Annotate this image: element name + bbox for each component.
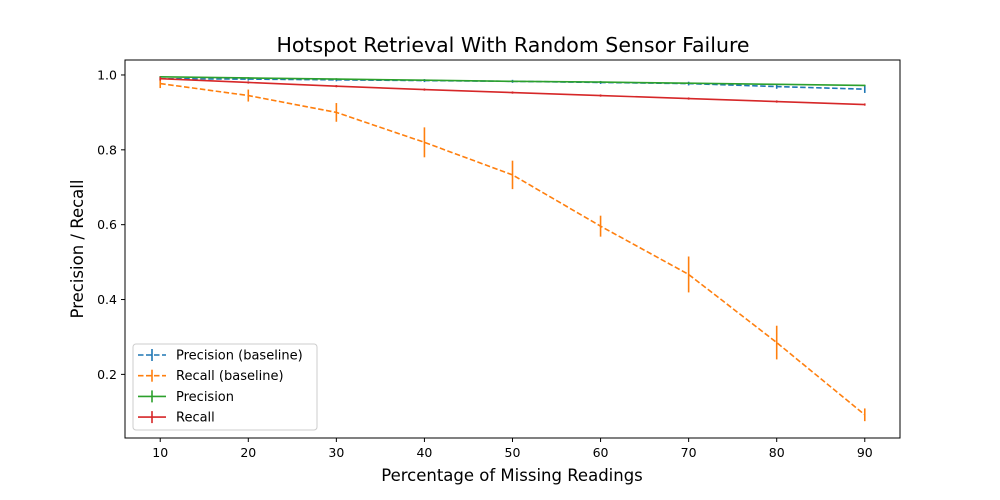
y-tick-label: 0.6 [97,217,117,232]
legend-box [132,343,318,431]
chart-title: Hotspot Retrieval With Random Sensor Fai… [276,33,749,57]
x-tick-label: 30 [328,445,344,460]
x-tick-label: 40 [416,445,432,460]
x-tick-label: 60 [593,445,609,460]
x-tick-label: 80 [769,445,785,460]
x-tick-label: 20 [240,445,256,460]
y-tick-label: 0.4 [97,292,117,307]
legend-item: Recall [138,411,215,426]
x-tick-label: 10 [152,445,168,460]
x-axis: 10 20 30 40 50 60 70 80 90 [152,438,873,460]
legend-label: Precision [176,390,234,405]
y-tick-label: 0.2 [97,367,117,382]
legend-item: Precision (baseline) [138,349,303,364]
x-tick-label: 70 [681,445,697,460]
legend-label: Recall (baseline) [176,369,284,384]
y-axis: 0.2 0.4 0.6 0.8 1.0 [97,67,125,382]
y-tick-label: 0.8 [97,142,117,157]
plot-area [159,76,866,422]
x-tick-label: 50 [505,445,521,460]
legend-item: Recall (baseline) [138,369,284,384]
y-tick-label: 1.0 [97,67,117,82]
legend: Precision (baseline) Recall (baseline) Pre… [132,343,318,431]
series-3 [159,76,866,106]
x-tick-label: 90 [857,445,873,460]
y-axis-label: Precision / Recall [68,180,87,319]
x-axis-label: Percentage of Missing Readings [381,466,643,485]
legend-item: Precision [138,390,234,405]
legend-label: Recall [176,411,215,426]
legend-label: Precision (baseline) [176,349,303,364]
